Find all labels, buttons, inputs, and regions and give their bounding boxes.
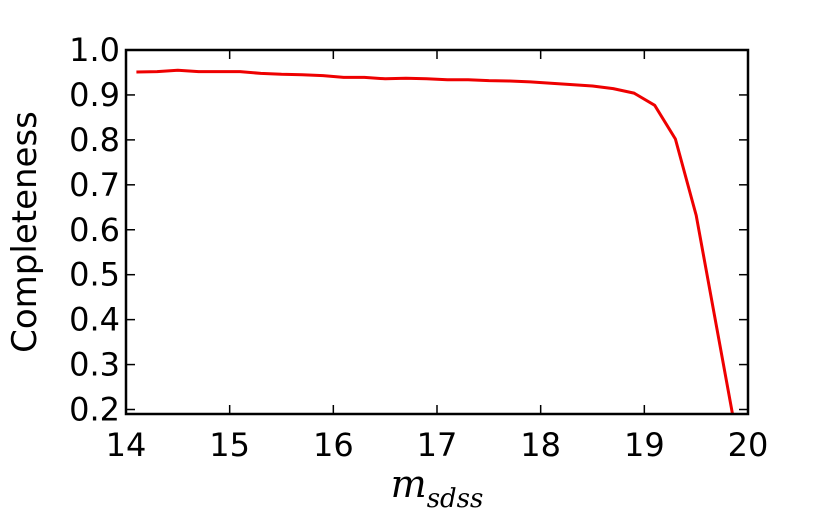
x-tick-label: 15 (209, 426, 250, 464)
plot-frame (124, 48, 750, 416)
y-tick-label: 0.7 (69, 166, 120, 204)
x-tick-label: 14 (106, 426, 147, 464)
x-tick-label: 16 (313, 426, 354, 464)
x-tick-label: 19 (624, 426, 665, 464)
y-tick-label: 1.0 (69, 31, 120, 69)
x-axis-title: msdss (391, 462, 484, 514)
y-tick-label: 0.5 (69, 256, 120, 294)
x-axis-ticks: 14 15 16 17 18 19 20 (106, 50, 769, 464)
y-axis-title: Completeness (5, 111, 45, 353)
y-axis-ticks: 0.2 0.3 0.4 0.5 0.6 0.7 0.8 0.9 1.0 (69, 31, 748, 429)
x-tick-label: 18 (520, 426, 561, 464)
y-tick-label: 0.3 (69, 346, 120, 384)
y-tick-label: 0.2 (69, 391, 120, 429)
plot-series (136, 68, 734, 414)
x-axis-title-subscript: sdss (427, 484, 484, 514)
y-tick-label: 0.8 (69, 121, 120, 159)
x-axis-title-main: m (391, 462, 427, 506)
x-tick-label: 17 (417, 426, 458, 464)
y-tick-label: 0.4 (69, 301, 120, 339)
completeness-line (136, 68, 734, 414)
y-tick-label: 0.9 (69, 76, 120, 114)
y-tick-label: 0.6 (69, 211, 120, 249)
x-tick-label: 20 (728, 426, 769, 464)
